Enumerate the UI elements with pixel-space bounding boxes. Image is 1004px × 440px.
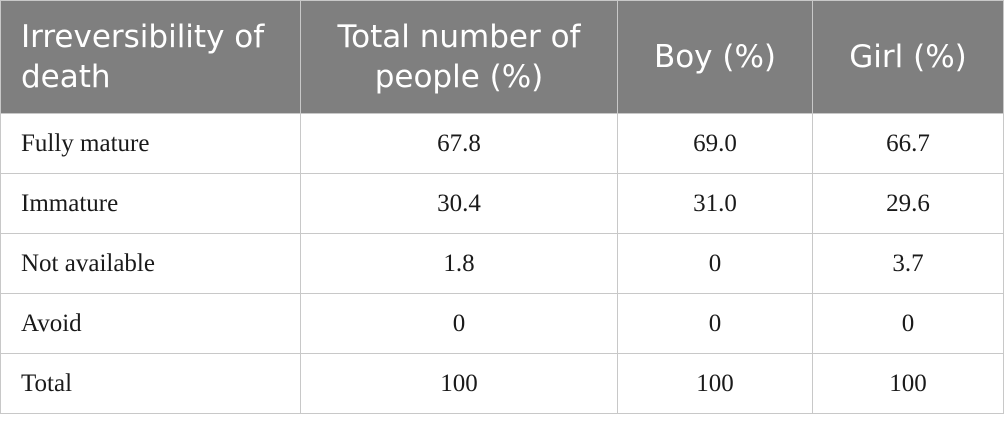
table-cell: 31.0 (617, 173, 813, 234)
table-cell: 66.7 (812, 113, 1004, 174)
data-table: Irreversibility of death Total number of … (0, 0, 1004, 414)
table-cell: 0 (617, 233, 813, 294)
row-label: Fully mature (0, 113, 301, 174)
table-header: Irreversibility of death Total number of … (0, 0, 1004, 114)
table-cell: 67.8 (300, 113, 618, 174)
table-cell: 0 (617, 293, 813, 354)
table-cell: 29.6 (812, 173, 1004, 234)
row-label: Immature (0, 173, 301, 234)
table-cell: 3.7 (812, 233, 1004, 294)
row-label: Not available (0, 233, 301, 294)
table-cell: 0 (300, 293, 618, 354)
table-cell: 100 (812, 353, 1004, 414)
table-row: Not available 1.8 0 3.7 (0, 233, 1004, 294)
header-cell: Girl (%) (812, 0, 1004, 114)
table-cell: 100 (617, 353, 813, 414)
header-row: Irreversibility of death Total number of … (0, 0, 1004, 114)
row-label: Total (0, 353, 301, 414)
table-row: Total 100 100 100 (0, 353, 1004, 414)
table-cell: 69.0 (617, 113, 813, 174)
header-cell: Total number of people (%) (300, 0, 618, 114)
row-label: Avoid (0, 293, 301, 354)
table-row: Immature 30.4 31.0 29.6 (0, 173, 1004, 234)
table-row: Avoid 0 0 0 (0, 293, 1004, 354)
header-cell: Irreversibility of death (0, 0, 301, 114)
table-body: Fully mature 67.8 69.0 66.7 Immature 30.4 31.0… (0, 113, 1004, 414)
table-row: Fully mature 67.8 69.0 66.7 (0, 113, 1004, 174)
table-cell: 30.4 (300, 173, 618, 234)
table-cell: 1.8 (300, 233, 618, 294)
table-cell: 0 (812, 293, 1004, 354)
table-cell: 100 (300, 353, 618, 414)
header-cell: Boy (%) (617, 0, 813, 114)
